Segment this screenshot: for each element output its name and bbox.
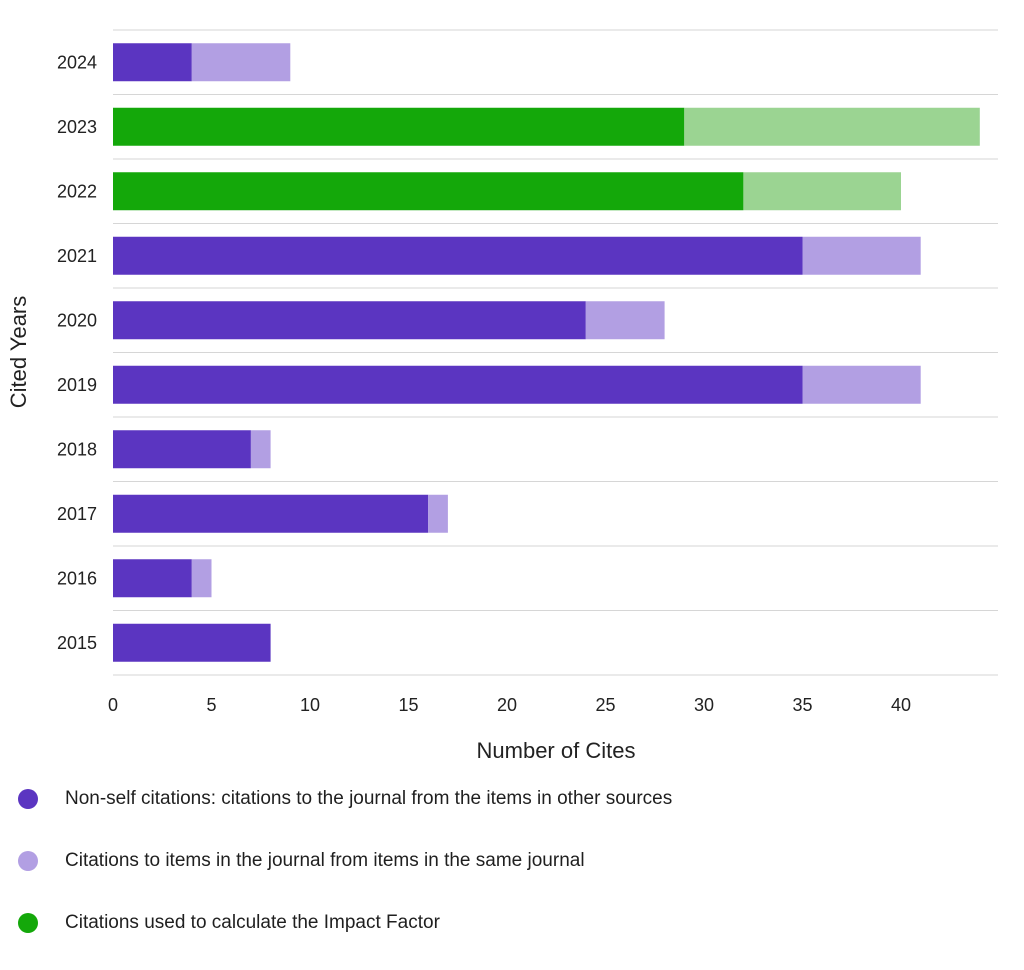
- legend-dot-nonself-icon: [18, 789, 38, 809]
- x-tick-label: 5: [206, 695, 216, 715]
- legend-item-nonself[interactable]: Non-self citations: citations to the jou…: [18, 784, 672, 814]
- legend-item-impact-factor[interactable]: Citations used to calculate the Impact F…: [18, 908, 672, 938]
- bar-2017-nonself[interactable]: [113, 494, 429, 533]
- bar-2022-nonself[interactable]: [113, 172, 744, 211]
- legend-dot-impact-factor-icon: [18, 913, 38, 933]
- bar-2019-nonself[interactable]: [113, 365, 803, 404]
- legend-dot-self-icon: [18, 851, 38, 871]
- y-tick-label: 2024: [57, 52, 97, 72]
- bar-2024-nonself[interactable]: [113, 43, 192, 82]
- x-tick-label: 15: [398, 695, 418, 715]
- legend-item-self[interactable]: Citations to items in the journal from i…: [18, 846, 672, 876]
- gridlines: [113, 29, 998, 676]
- bar-2024-self[interactable]: [191, 43, 291, 82]
- legend-label: Non-self citations: citations to the jou…: [65, 788, 673, 809]
- y-tick-label: 2022: [57, 181, 97, 201]
- stacked-bar-chart: 2024202320222021202020192018201720162015…: [6, 29, 998, 763]
- bars: [113, 43, 980, 662]
- y-tick-label: 2016: [57, 568, 97, 588]
- bar-2021-self[interactable]: [802, 236, 921, 275]
- bar-2017-self[interactable]: [428, 494, 448, 533]
- y-tick-labels: 2024 2023 2022 2021 2020 2019 2018 2017 2016 2015: [57, 52, 97, 653]
- y-tick-label: 2019: [57, 375, 97, 395]
- x-tick-label: 35: [792, 695, 812, 715]
- x-tick-label: 20: [497, 695, 517, 715]
- y-tick-label: 2020: [57, 310, 97, 330]
- legend-label: Citations used to calculate the Impact F…: [65, 912, 440, 933]
- bar-2023-self[interactable]: [684, 107, 980, 146]
- legend-label: Citations to items in the journal from i…: [65, 850, 585, 871]
- legend: Non-self citations: citations to the jou…: [18, 784, 672, 970]
- x-tick-label: 25: [595, 695, 615, 715]
- x-tick-label: 0: [108, 695, 118, 715]
- bar-2020-self[interactable]: [585, 301, 665, 340]
- bar-2020-nonself[interactable]: [113, 301, 586, 340]
- x-tick-labels: 0 5 10 15 20 25 30 35 40: [108, 695, 911, 715]
- bar-2018-nonself[interactable]: [113, 430, 251, 469]
- y-tick-label: 2018: [57, 439, 97, 459]
- y-tick-label: 2017: [57, 504, 97, 524]
- bar-2016-nonself[interactable]: [113, 559, 192, 598]
- y-axis-title: Cited Years: [6, 296, 31, 409]
- y-tick-label: 2015: [57, 633, 97, 653]
- x-tick-label: 10: [300, 695, 320, 715]
- bar-2019-self[interactable]: [802, 365, 921, 404]
- x-tick-label: 40: [891, 695, 911, 715]
- bar-2021-nonself[interactable]: [113, 236, 803, 275]
- y-tick-label: 2023: [57, 117, 97, 137]
- bar-2022-self[interactable]: [743, 172, 901, 211]
- bar-2016-self[interactable]: [191, 559, 212, 598]
- bar-2015-nonself[interactable]: [113, 623, 271, 662]
- bar-2023-nonself[interactable]: [113, 107, 685, 146]
- x-axis-title: Number of Cites: [477, 738, 636, 763]
- y-tick-label: 2021: [57, 246, 97, 266]
- x-tick-label: 30: [694, 695, 714, 715]
- bar-2018-self[interactable]: [250, 430, 271, 469]
